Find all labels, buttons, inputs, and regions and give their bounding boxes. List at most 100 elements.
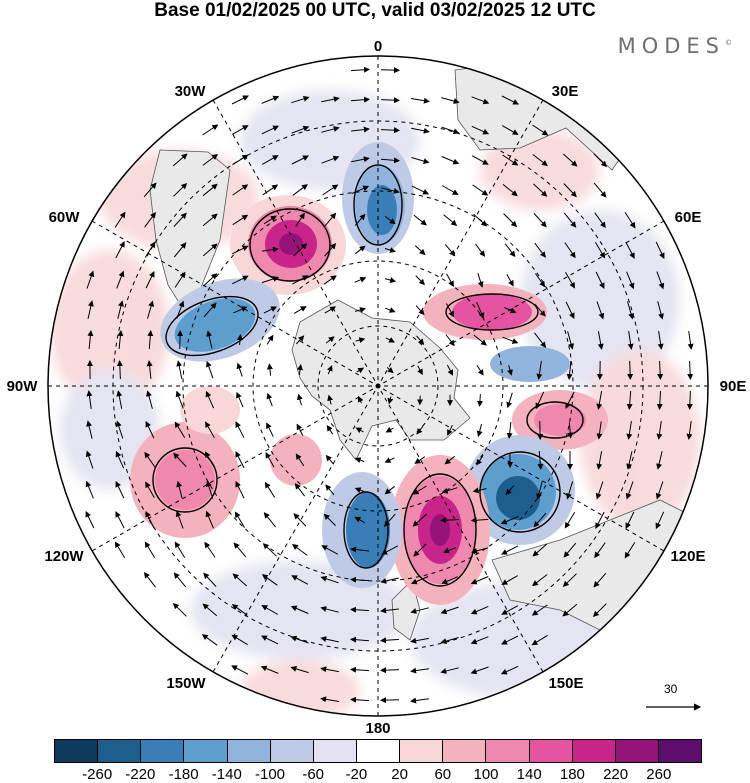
wind-arrow <box>594 242 606 259</box>
wind-arrow <box>351 126 370 133</box>
wind-arrow <box>263 215 277 225</box>
wind-arrow <box>115 420 124 439</box>
wind-arrow <box>410 697 429 704</box>
wind-arrow <box>380 577 399 584</box>
wind-arrow <box>320 666 339 673</box>
colorbar-swatch <box>572 740 616 762</box>
colorbar-tick-label: 60 <box>434 766 452 783</box>
wind-arrow <box>172 153 188 167</box>
wind-arrow <box>446 273 454 288</box>
wind-arrow <box>411 127 430 134</box>
wind-arrow <box>531 604 548 616</box>
wind-arrow <box>501 545 519 555</box>
wind-arrow <box>351 156 370 163</box>
wind-arrow <box>476 301 485 319</box>
wind-arrow <box>596 451 603 470</box>
wind-arrow <box>260 635 279 645</box>
colorbar-tick-label: 100 <box>473 766 499 783</box>
wind-arrow <box>471 547 489 554</box>
wind-arrow <box>535 391 545 410</box>
wind-arrow <box>410 637 429 644</box>
colorbar-tick-label: -260 <box>82 766 113 783</box>
wind-arrow <box>172 602 187 617</box>
wind-arrow <box>325 336 335 344</box>
wind-arrow <box>563 183 577 198</box>
wind-arrow <box>413 543 427 557</box>
wind-arrow <box>117 300 124 319</box>
wind-arrow <box>502 184 518 197</box>
wind-arrow <box>201 634 218 646</box>
polar-map: 0 30W 30E 60W 60E 90W 90E 120W 120E 150W… <box>7 38 747 737</box>
wind-arrow <box>627 360 634 380</box>
wind-arrow <box>656 271 665 290</box>
wind-arrow <box>291 155 309 165</box>
wind-arrow <box>567 331 574 350</box>
wind-arrow <box>202 603 218 617</box>
wind-arrow <box>441 126 460 135</box>
wind-arrow <box>534 303 546 317</box>
wind-arrow <box>657 301 664 320</box>
wind-arrow <box>144 541 156 558</box>
wind-arrow <box>441 97 460 104</box>
wind-arrow <box>566 360 573 380</box>
wind-arrow <box>506 274 514 287</box>
wind-arrow <box>506 421 513 439</box>
wind-arrow <box>440 667 459 674</box>
wind-arrow <box>537 450 544 470</box>
wind-arrow <box>564 242 576 259</box>
wind-arrow <box>477 273 484 288</box>
colorbar-swatch <box>270 740 314 762</box>
wind-arrow <box>387 396 394 405</box>
wind-arrow <box>596 391 603 410</box>
wind-arrow <box>385 307 396 313</box>
lon-label-150e: 150E <box>548 675 583 692</box>
wind-arrow <box>350 66 370 73</box>
wind-arrow <box>385 337 395 343</box>
wind-arrow <box>231 95 249 105</box>
wind-arrow <box>116 390 123 409</box>
wind-arrow <box>656 421 663 440</box>
wind-arrow <box>261 155 279 165</box>
wind-arrow <box>562 153 578 167</box>
wind-arrow <box>380 97 400 104</box>
wind-arrow <box>202 154 218 166</box>
wind-arrow <box>627 301 634 320</box>
wind-arrow <box>115 450 125 469</box>
colorbar-tick-label: 180 <box>559 766 585 783</box>
wind-arrow <box>416 425 424 435</box>
wind-arrow <box>176 300 185 319</box>
wind-arrow <box>655 511 665 530</box>
wind-arrow <box>501 95 519 105</box>
wind-arrow <box>293 513 307 527</box>
wind-arrow <box>594 542 606 559</box>
wind-arrow <box>476 455 484 466</box>
wind-arrow <box>235 481 245 499</box>
wind-arrow <box>297 364 303 376</box>
lon-label-120e: 120E <box>670 548 705 565</box>
colorbar-tick-label: -20 <box>345 766 368 783</box>
wind-arrow <box>324 306 337 314</box>
wind-arrow <box>231 665 249 675</box>
wind-arrow <box>562 603 578 617</box>
wind-arrow <box>350 696 370 703</box>
wind-arrow <box>410 667 429 674</box>
wind-arrow <box>320 696 339 703</box>
wind-arrow <box>380 67 400 74</box>
wind-arrow <box>236 391 244 408</box>
wind-arrow <box>292 275 309 285</box>
wind-arrow <box>380 697 400 704</box>
lon-label-0: 0 <box>374 38 382 55</box>
wind-arrow <box>350 96 370 103</box>
wind-arrow <box>323 513 336 526</box>
colorbar-swatch <box>184 740 228 762</box>
wind-arrow <box>295 212 305 227</box>
wind-arrow <box>596 301 605 320</box>
wind-arrow <box>174 421 186 438</box>
wind-arrow <box>321 96 340 103</box>
wind-arrow <box>592 603 607 618</box>
wind-arrow <box>202 183 218 197</box>
colorbar-swatch <box>400 740 444 762</box>
wind-arrow <box>292 184 308 196</box>
wind-arrow <box>205 390 215 409</box>
wind-arrow <box>475 243 486 257</box>
